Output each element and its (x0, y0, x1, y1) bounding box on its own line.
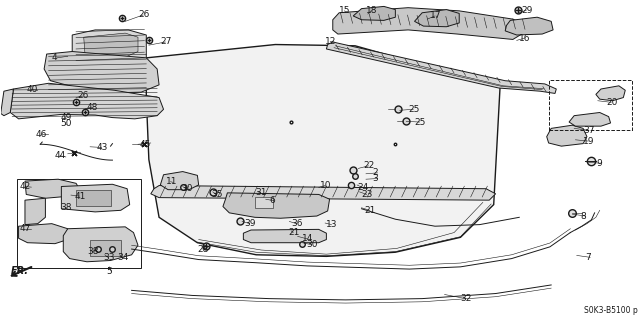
Polygon shape (10, 83, 164, 119)
Text: 11: 11 (166, 177, 177, 186)
Polygon shape (1, 89, 13, 116)
Text: 10: 10 (320, 181, 332, 190)
Text: 14: 14 (302, 234, 314, 243)
Polygon shape (63, 227, 138, 262)
Text: 46: 46 (36, 130, 47, 138)
Bar (90, 240, 121, 256)
Polygon shape (61, 184, 130, 212)
Polygon shape (333, 8, 524, 40)
Polygon shape (147, 45, 500, 256)
Text: 3: 3 (372, 174, 378, 183)
Text: 30: 30 (180, 184, 192, 193)
Text: 25: 25 (408, 105, 419, 114)
Text: 30: 30 (306, 240, 317, 249)
Polygon shape (596, 86, 625, 101)
Text: 39: 39 (244, 219, 256, 228)
Text: 24: 24 (357, 183, 368, 192)
Text: 26: 26 (138, 11, 149, 19)
Polygon shape (25, 198, 45, 225)
Text: 44: 44 (55, 151, 66, 160)
Polygon shape (569, 113, 611, 126)
Text: 47: 47 (20, 224, 31, 233)
Text: 37: 37 (583, 126, 595, 135)
Text: 7: 7 (585, 253, 591, 262)
Text: 49: 49 (60, 113, 72, 122)
Text: 33: 33 (103, 253, 115, 262)
Text: 45: 45 (140, 140, 151, 149)
Text: S0K3-B5100 p: S0K3-B5100 p (584, 306, 638, 315)
Text: 16: 16 (519, 34, 531, 43)
Text: 15: 15 (339, 6, 351, 15)
Polygon shape (161, 172, 198, 190)
Text: 41: 41 (74, 191, 86, 201)
Text: 6: 6 (269, 196, 275, 205)
Text: 32: 32 (461, 294, 472, 303)
Text: 50: 50 (60, 119, 72, 129)
Polygon shape (84, 33, 138, 57)
Polygon shape (223, 193, 330, 218)
Text: 18: 18 (366, 6, 378, 15)
Text: 40: 40 (26, 85, 38, 94)
Text: 34: 34 (118, 253, 129, 262)
Text: 22: 22 (364, 161, 374, 170)
Text: 21: 21 (365, 206, 376, 215)
Text: 20: 20 (606, 98, 618, 107)
Text: 2: 2 (372, 168, 378, 177)
Polygon shape (547, 125, 587, 146)
Text: 21: 21 (288, 228, 300, 237)
Polygon shape (19, 224, 68, 244)
Text: 9: 9 (596, 159, 602, 168)
Text: 17: 17 (430, 11, 442, 20)
Text: 28: 28 (197, 245, 209, 254)
Text: 48: 48 (87, 103, 99, 112)
Text: 42: 42 (20, 182, 31, 191)
Text: 4: 4 (52, 53, 58, 62)
Text: 29: 29 (521, 6, 532, 15)
Polygon shape (151, 186, 495, 200)
Polygon shape (243, 229, 326, 243)
Bar (255, 197, 273, 208)
Polygon shape (72, 30, 147, 67)
Text: 5: 5 (106, 267, 112, 276)
Text: 31: 31 (255, 188, 266, 197)
Text: 35: 35 (211, 190, 223, 199)
Text: 8: 8 (580, 211, 586, 220)
Text: 19: 19 (583, 137, 595, 145)
Bar (17, 179, 141, 268)
Text: 25: 25 (415, 117, 426, 127)
Text: FR.: FR. (11, 266, 29, 276)
Polygon shape (326, 42, 556, 93)
Text: 27: 27 (161, 38, 172, 47)
Bar (548, 80, 632, 130)
Text: 26: 26 (77, 92, 89, 100)
Text: 43: 43 (97, 143, 108, 152)
Polygon shape (353, 6, 396, 20)
Polygon shape (25, 179, 81, 198)
Text: 12: 12 (325, 37, 337, 46)
Bar (76, 190, 111, 205)
Text: 38: 38 (87, 247, 99, 256)
Text: 13: 13 (326, 220, 338, 229)
Text: 36: 36 (291, 219, 303, 228)
Polygon shape (505, 17, 553, 35)
Polygon shape (44, 51, 159, 93)
Text: 38: 38 (60, 203, 72, 212)
Text: 23: 23 (362, 190, 373, 199)
Polygon shape (415, 10, 460, 27)
